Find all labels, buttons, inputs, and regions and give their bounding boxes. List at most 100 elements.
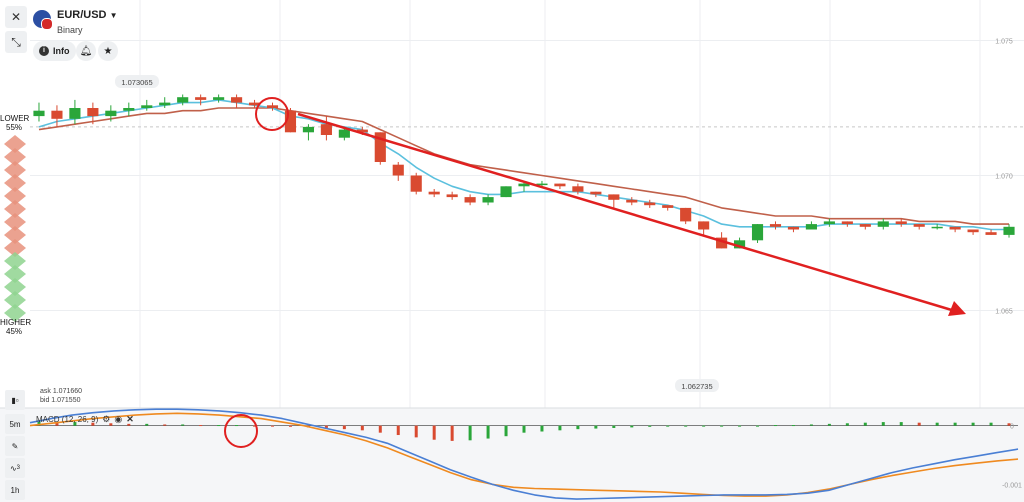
chart-type-button[interactable]: ▮▫ <box>5 390 25 410</box>
macd-bar <box>109 423 113 426</box>
macd-bar <box>253 425 257 427</box>
info-icon: i <box>39 46 49 56</box>
draw-tool-button[interactable]: ✎ <box>5 436 25 456</box>
candle-down <box>895 221 907 225</box>
candle-down <box>590 191 602 195</box>
price-markers: 1.073065 1.062735 <box>115 75 719 392</box>
bell-icon[interactable]: 🔔︎ <box>76 41 96 61</box>
macd-bar <box>773 425 777 427</box>
candle-down <box>608 194 620 200</box>
candle-down <box>446 194 458 198</box>
timeframe-label: 5m <box>9 419 21 429</box>
candle-down <box>572 186 584 192</box>
candles <box>33 94 1015 249</box>
candle-up <box>482 197 494 203</box>
macd-bar <box>863 422 867 426</box>
candle-down <box>698 221 710 230</box>
macd-bar <box>235 425 239 427</box>
moving-averages <box>38 99 1009 231</box>
price-tick-label: 1.075 <box>995 39 1013 46</box>
timeframe-button[interactable]: 5m <box>5 414 25 434</box>
lower-label: LOWER <box>0 114 30 123</box>
macd-bar <box>378 425 382 433</box>
macd-bar <box>971 422 975 426</box>
candle-down <box>662 205 674 208</box>
macd-bar <box>845 423 849 426</box>
sentiment-diamond <box>4 226 26 244</box>
candle-up <box>123 108 135 111</box>
macd-bar <box>342 425 346 430</box>
indicator-label: MACD (12, 26, 9) <box>36 415 99 424</box>
low-marker: 1.062735 <box>681 382 712 391</box>
close-icon[interactable]: ✕ <box>5 6 27 28</box>
candle-up <box>105 110 117 117</box>
macd-bar <box>594 425 598 429</box>
candle-down <box>195 97 207 100</box>
annotation-circle <box>224 414 258 448</box>
candle-down <box>87 108 99 117</box>
chart-grid <box>30 0 1024 502</box>
candle-down <box>841 221 853 225</box>
star-icon[interactable]: ★ <box>98 41 118 61</box>
macd-bar <box>989 422 993 426</box>
candle-up <box>536 183 548 186</box>
macd-bar <box>935 422 939 426</box>
annotation-arrow-line <box>297 112 956 313</box>
macd-bar <box>468 425 472 441</box>
candle-down <box>464 197 476 203</box>
candle-up <box>500 186 512 198</box>
macd-bar <box>612 425 616 428</box>
candle-down <box>769 224 782 227</box>
candle-down <box>248 102 261 106</box>
macd-bar <box>702 425 706 427</box>
candle-down <box>266 105 279 108</box>
ema-fast-line <box>38 99 1009 231</box>
gear-icon[interactable]: ⚙ <box>102 414 111 424</box>
macd-bar <box>899 422 903 426</box>
candle-up <box>213 97 225 100</box>
info-button[interactable]: i Info <box>33 41 76 61</box>
candle-down <box>51 110 63 119</box>
candle-up <box>33 110 45 117</box>
candle-down <box>967 229 979 233</box>
price-axis: 1.075 1.070 1.065 <box>995 39 1013 316</box>
candle-up <box>69 108 81 119</box>
candle-down <box>716 237 728 249</box>
indicators-button[interactable]: ∿ 3 <box>5 458 25 478</box>
ask-price: ask 1.071660 <box>40 388 83 395</box>
candle-down <box>644 202 656 206</box>
period-label: 1h <box>10 485 20 495</box>
chevron-down-icon: ▼ <box>109 11 118 20</box>
period-button[interactable]: 1h <box>5 480 25 500</box>
macd-bar <box>684 425 688 427</box>
close-icon[interactable]: ✕ <box>126 414 134 424</box>
candle-down <box>680 207 692 222</box>
candle-up <box>1003 226 1015 235</box>
macd-bar <box>504 425 508 437</box>
macd-bar <box>91 422 95 426</box>
annotations <box>224 97 966 448</box>
candle-down <box>859 224 871 227</box>
pencil-icon: ✎ <box>11 441 19 451</box>
candle-down <box>356 129 368 133</box>
macd-bar <box>271 425 275 427</box>
macd-tick-label: 0 <box>1010 424 1014 431</box>
macd-bar <box>756 425 760 427</box>
candle-up <box>733 240 746 249</box>
candle-down <box>392 164 404 176</box>
candle-up <box>931 226 943 229</box>
macd-bar <box>630 425 634 428</box>
shrink-icon[interactable]: ⤡ <box>5 31 27 53</box>
macd-bar <box>37 420 41 426</box>
macd-bar <box>288 425 292 427</box>
macd-bar <box>73 422 77 426</box>
candle-up <box>177 97 189 103</box>
eye-icon[interactable]: ◉ <box>114 414 123 424</box>
ema-slow-line <box>38 107 1009 225</box>
asset-selector[interactable]: EUR/USD ▼ <box>57 9 118 21</box>
sentiment-lower: LOWER 55% <box>0 114 29 132</box>
indicators-count: 3 <box>16 465 21 471</box>
macd-bar <box>720 425 724 427</box>
price-tick-label: 1.065 <box>995 309 1013 316</box>
